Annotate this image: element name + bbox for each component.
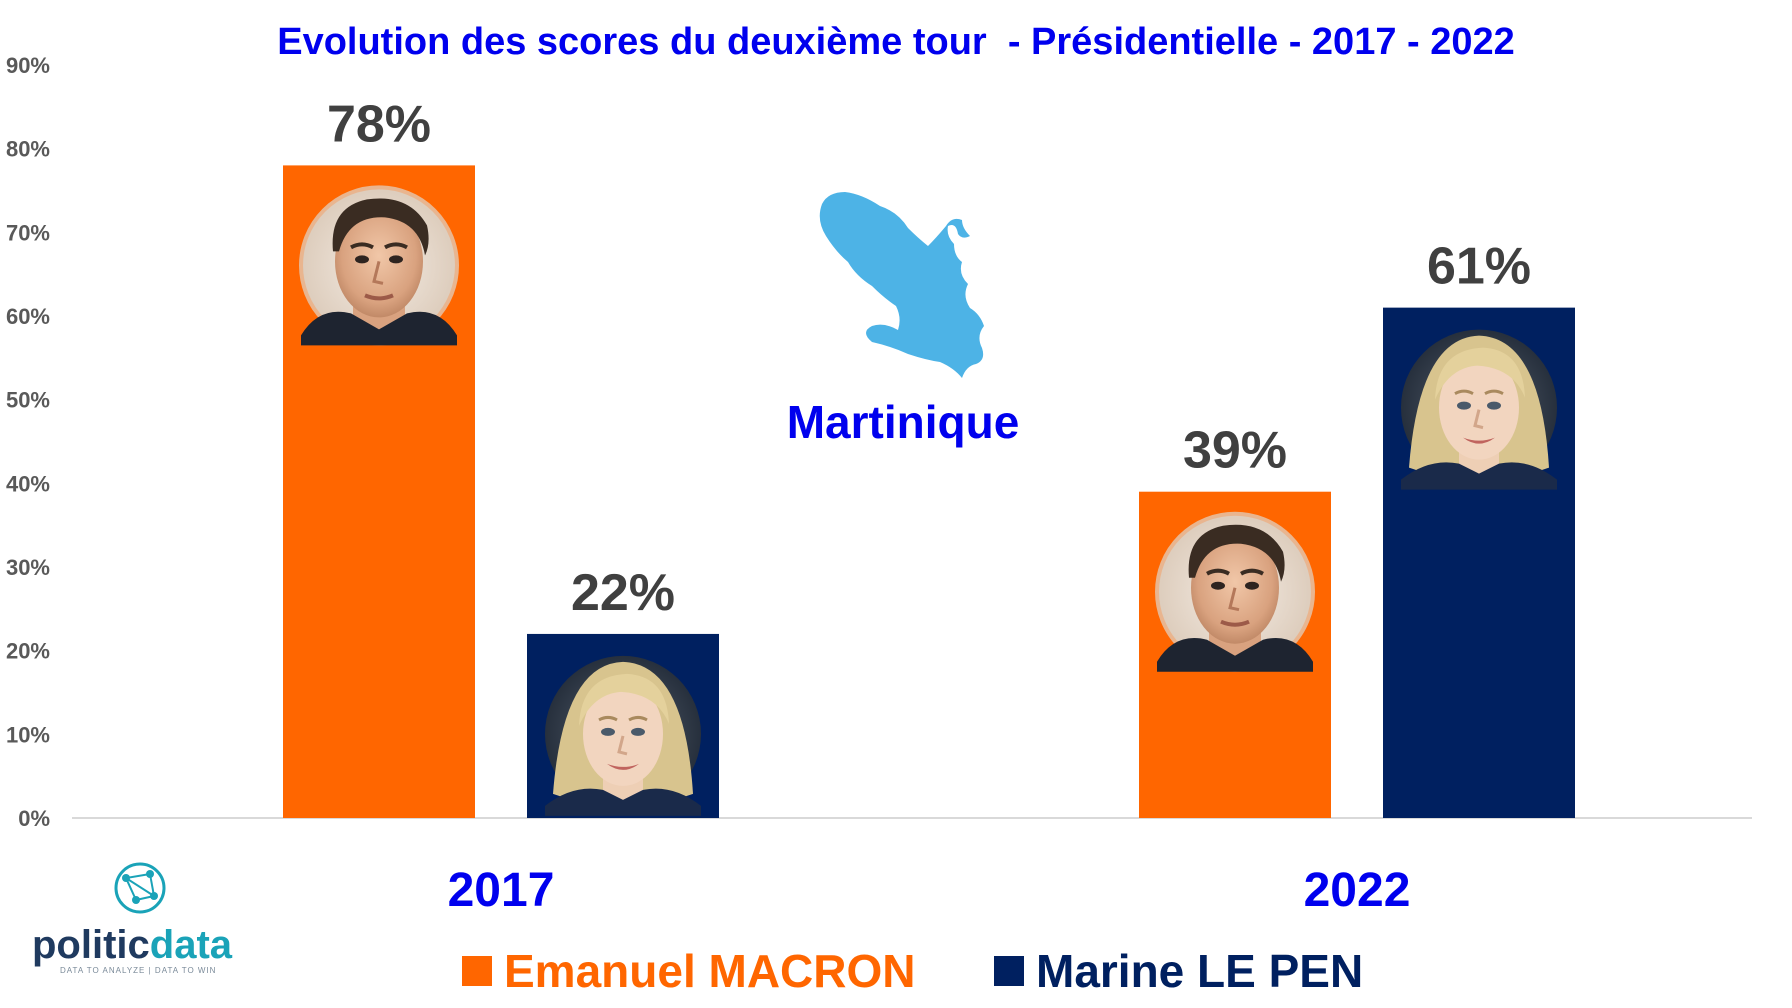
y-axis: 0% 10% 20% 30% 40% 50% 60% 70% 80% 90% xyxy=(6,53,50,831)
martinique-annotation: Martinique xyxy=(787,192,1020,448)
y-tick-label: 60% xyxy=(6,304,50,329)
politicdata-logo: politicdata DATA TO ANALYZE | DATA TO WI… xyxy=(32,862,233,975)
le-pen-portrait xyxy=(1399,328,1559,492)
legend-label: Marine LE PEN xyxy=(1036,945,1363,997)
y-tick-label: 10% xyxy=(6,722,50,747)
y-tick-label: 70% xyxy=(6,220,50,245)
macron-portrait xyxy=(1155,511,1315,674)
le-pen-portrait xyxy=(543,654,703,818)
bars: 78% 22% 39% 61% xyxy=(283,95,1575,818)
y-tick-label: 30% xyxy=(6,555,50,580)
data-label: 39% xyxy=(1183,422,1287,480)
x-tick-label: 2017 xyxy=(448,864,555,917)
y-tick-label: 40% xyxy=(6,471,50,496)
legend-swatch xyxy=(462,956,492,986)
y-tick-label: 90% xyxy=(6,53,50,78)
logo-tagline: DATA TO ANALYZE | DATA TO WIN xyxy=(60,966,216,975)
y-tick-label: 50% xyxy=(6,388,50,413)
network-globe-icon xyxy=(114,862,166,914)
data-label: 61% xyxy=(1427,238,1531,296)
legend-swatch xyxy=(994,956,1024,986)
chart-title: Evolution des scores du deuxième tour - … xyxy=(277,21,1515,63)
category-labels: 2017 2022 xyxy=(448,864,1411,917)
region-label: Martinique xyxy=(787,396,1020,448)
data-label: 78% xyxy=(327,95,431,153)
legend: Emanuel MACRON Marine LE PEN xyxy=(462,945,1363,997)
macron-portrait xyxy=(299,185,459,348)
data-label: 22% xyxy=(571,564,675,622)
martinique-map-icon xyxy=(819,192,984,378)
y-tick-label: 80% xyxy=(6,137,50,162)
y-tick-label: 20% xyxy=(6,639,50,664)
svg-text:politicdata: politicdata xyxy=(32,923,233,967)
logo-text-politic: politic xyxy=(32,923,150,967)
legend-label: Emanuel MACRON xyxy=(504,945,915,997)
y-tick-label: 0% xyxy=(18,806,50,831)
logo-text-data: data xyxy=(150,923,233,967)
x-tick-label: 2022 xyxy=(1304,864,1411,917)
